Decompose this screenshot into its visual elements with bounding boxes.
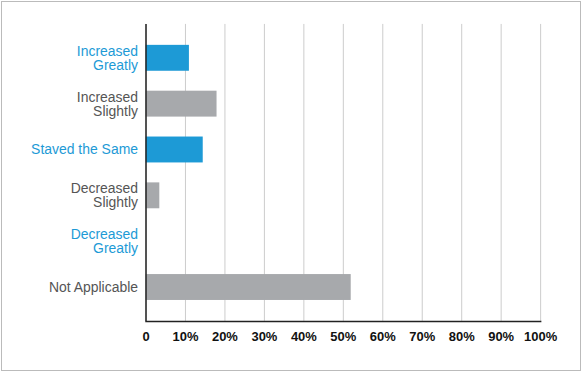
svg-text:Not Applicable: Not Applicable bbox=[49, 279, 138, 295]
svg-text:DecreasedGreatly: DecreasedGreatly bbox=[71, 226, 138, 256]
svg-text:30%: 30% bbox=[251, 329, 277, 344]
svg-text:IncreasedSlightly: IncreasedSlightly bbox=[77, 89, 138, 119]
svg-text:0: 0 bbox=[142, 329, 149, 344]
svg-text:20%: 20% bbox=[212, 329, 238, 344]
svg-text:IncreasedGreatly: IncreasedGreatly bbox=[77, 43, 138, 73]
svg-text:40%: 40% bbox=[291, 329, 317, 344]
svg-text:50%: 50% bbox=[330, 329, 356, 344]
svg-text:80%: 80% bbox=[449, 329, 475, 344]
svg-text:90%: 90% bbox=[488, 329, 514, 344]
svg-text:100%: 100% bbox=[524, 329, 558, 344]
svg-text:Staved the Same: Staved the Same bbox=[31, 141, 138, 157]
svg-text:70%: 70% bbox=[409, 329, 435, 344]
svg-text:DecreasedSlightly: DecreasedSlightly bbox=[71, 180, 138, 210]
svg-text:10%: 10% bbox=[173, 329, 199, 344]
svg-text:60%: 60% bbox=[370, 329, 396, 344]
